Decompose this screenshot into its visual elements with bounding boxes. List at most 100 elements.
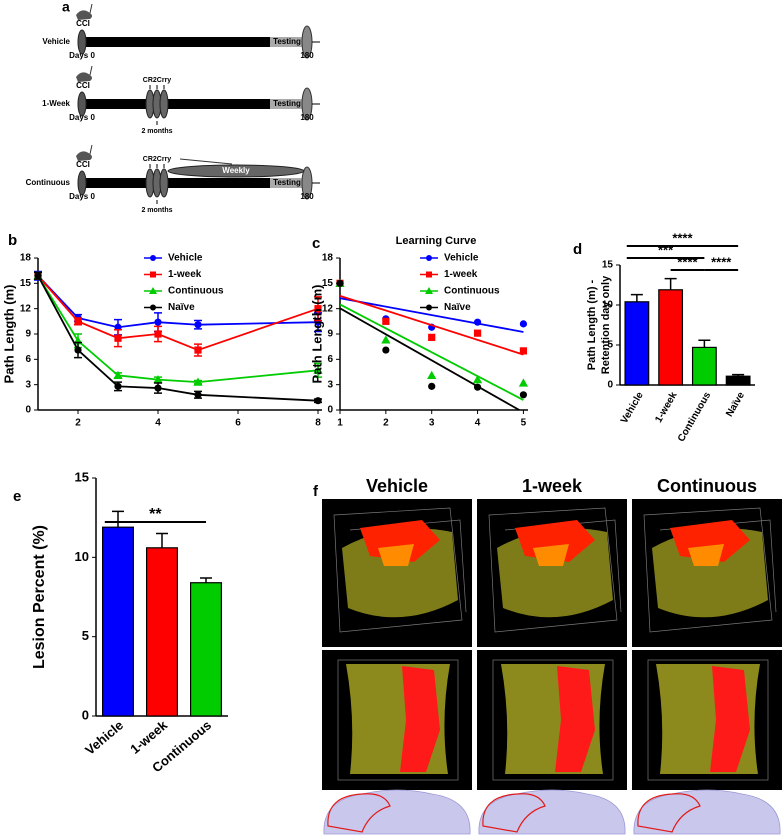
y-tick-label: 3 [25, 379, 31, 390]
column-title: 1-week [522, 476, 583, 496]
testing-label: Testing [273, 37, 301, 46]
start-marker [77, 170, 87, 196]
y-tick-label: 12 [20, 303, 32, 314]
injury-label: CCI [76, 81, 90, 90]
weekly-marker [167, 164, 305, 178]
marker [519, 347, 528, 355]
testing-bar [270, 37, 305, 47]
bar [146, 547, 179, 717]
marker [336, 279, 344, 287]
marker [473, 318, 482, 326]
group-label: 1-Week [42, 99, 70, 108]
x-tick-label: Vehicle [82, 717, 126, 757]
x-tick-label: 2 [383, 418, 389, 429]
marker [382, 317, 390, 325]
lesion-volume [710, 666, 750, 772]
y-tick-label: 15 [75, 469, 89, 484]
marker [382, 346, 390, 354]
marker [428, 333, 436, 341]
marker [427, 370, 437, 379]
marker [193, 377, 203, 386]
error-bar [664, 277, 677, 290]
lesion-core [533, 544, 569, 566]
legend-marker [150, 271, 156, 278]
x-tick-label: 1 [337, 418, 343, 429]
injury-label: CCI [76, 19, 90, 28]
lesion-volume [400, 666, 440, 772]
y-tick-label: 15 [20, 278, 32, 289]
marker [154, 330, 162, 338]
marker [114, 382, 122, 390]
y-tick-label: 5 [607, 340, 613, 351]
legend-marker [426, 255, 432, 261]
y-axis-label: Path Length (m) - [586, 279, 598, 370]
y-tick-label: 9 [327, 329, 333, 340]
significance-label: **** [677, 254, 698, 269]
x-tick-label: 3 [429, 418, 435, 429]
legend-marker [149, 287, 157, 294]
marker [313, 365, 323, 374]
marker [154, 384, 162, 392]
chart-title: Learning Curve [396, 235, 477, 247]
treatment-label: CR2Crry [143, 156, 172, 163]
column-title: Continuous [657, 476, 757, 496]
start-label: Days 0 [69, 51, 95, 60]
legend-label: Naïve [444, 302, 471, 313]
weekly-label: Weekly [222, 166, 250, 175]
mouse-tail [89, 144, 93, 155]
x-tick-label: 8 [315, 418, 321, 429]
legend-label: Naïve [168, 302, 195, 313]
marker [154, 318, 162, 326]
y-tick-label: 10 [602, 300, 614, 311]
dose-marker [159, 89, 169, 119]
panel-label: e [13, 488, 21, 505]
lesion-core [688, 544, 724, 566]
x-tick-label: Continuous [676, 390, 714, 444]
marker [519, 391, 528, 399]
series-line [37, 275, 319, 384]
y-tick-label: 12 [322, 303, 334, 314]
x-tick-label: 1-week [653, 390, 679, 425]
y-tick-label: 6 [25, 354, 31, 365]
marker [113, 370, 123, 379]
start-marker [77, 91, 87, 117]
panel-label: f [313, 483, 319, 500]
y-tick-label: 6 [327, 354, 333, 365]
y-tick-label: 10 [75, 549, 89, 564]
render-box [647, 659, 769, 781]
error-bar [630, 293, 643, 302]
bar [725, 375, 751, 386]
marker [74, 346, 82, 354]
x-tick-label: 4 [155, 418, 161, 429]
bar [101, 526, 134, 717]
bar [691, 346, 717, 386]
legend-marker [150, 304, 156, 311]
panel-label: b [8, 232, 17, 249]
fit-line [340, 307, 522, 410]
marker [194, 391, 202, 399]
testing-bar [270, 99, 305, 109]
lesion-outline [482, 793, 546, 833]
group-label: Continuous [26, 178, 71, 187]
significance-label: ** [149, 506, 162, 523]
x-tick-label: 4 [475, 418, 481, 429]
interval-label: 2 months [141, 207, 172, 214]
start-label: Days 0 [69, 113, 95, 122]
y-axis-label: Path Length (m) [1, 285, 16, 384]
legend-label: Continuous [168, 286, 224, 297]
weekly-arrow [179, 158, 233, 165]
panel-label: d [573, 241, 582, 258]
marker [194, 321, 202, 329]
x-tick-label: 6 [235, 418, 241, 429]
legend-marker [426, 304, 432, 311]
lesion-volume [555, 666, 595, 772]
mouse-icon [76, 151, 92, 161]
brain-slice [633, 789, 781, 835]
interval-label: 2 months [141, 128, 172, 135]
testing-bar [270, 178, 305, 188]
y-tick-label: 0 [607, 380, 613, 391]
bar [624, 301, 650, 386]
treatment-label: CR2Crry [143, 77, 172, 84]
lesion-core [378, 544, 414, 566]
x-tick-label: Naïve [724, 390, 747, 419]
